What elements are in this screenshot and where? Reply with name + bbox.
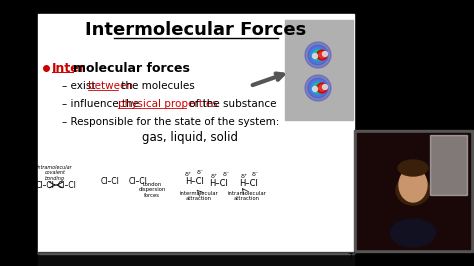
Text: molecular forces: molecular forces xyxy=(73,61,190,74)
Text: δ⁻: δ⁻ xyxy=(223,172,230,177)
Ellipse shape xyxy=(391,219,436,247)
Circle shape xyxy=(313,83,323,93)
Text: Intermolecular Forces: Intermolecular Forces xyxy=(85,21,307,39)
Circle shape xyxy=(315,50,325,60)
Circle shape xyxy=(312,53,318,59)
Text: – Responsible for the state of the system:: – Responsible for the state of the syste… xyxy=(62,117,279,127)
Text: δ⁺: δ⁺ xyxy=(241,174,248,180)
Text: intermolecular
attraction: intermolecular attraction xyxy=(180,191,219,201)
Text: δ⁻: δ⁻ xyxy=(252,172,259,177)
Text: physical properties: physical properties xyxy=(118,99,218,109)
Circle shape xyxy=(322,52,328,56)
Bar xyxy=(38,252,354,266)
Circle shape xyxy=(305,42,331,68)
Text: 7: 7 xyxy=(347,253,353,263)
Text: Inter: Inter xyxy=(52,61,86,74)
Circle shape xyxy=(315,83,325,93)
Text: Cl–Cl: Cl–Cl xyxy=(36,181,55,189)
Circle shape xyxy=(308,45,328,65)
Text: – influence the: – influence the xyxy=(62,99,142,109)
Ellipse shape xyxy=(399,168,427,202)
Text: Cl–Cl: Cl–Cl xyxy=(100,177,119,186)
Ellipse shape xyxy=(398,160,428,176)
Circle shape xyxy=(312,86,318,92)
Circle shape xyxy=(319,85,325,91)
Text: – exist: – exist xyxy=(62,81,99,91)
Text: between: between xyxy=(88,81,133,91)
Circle shape xyxy=(311,48,325,62)
Text: intramolecular
covalent
bonding: intramolecular covalent bonding xyxy=(37,165,73,181)
Text: intramolecular
attraction: intramolecular attraction xyxy=(228,191,266,201)
Text: δ⁺: δ⁺ xyxy=(185,172,192,177)
Bar xyxy=(430,135,467,195)
Text: London
dispersion
forces: London dispersion forces xyxy=(138,182,165,198)
Text: gas, liquid, solid: gas, liquid, solid xyxy=(142,131,237,144)
Circle shape xyxy=(311,81,325,95)
Ellipse shape xyxy=(396,175,430,205)
Circle shape xyxy=(317,50,327,60)
Circle shape xyxy=(319,52,325,58)
Bar xyxy=(38,14,354,254)
Circle shape xyxy=(322,85,328,89)
Text: Cl–Cl: Cl–Cl xyxy=(57,181,76,189)
Text: δ⁺: δ⁺ xyxy=(211,174,218,180)
Circle shape xyxy=(305,75,331,101)
Circle shape xyxy=(317,83,327,93)
Bar xyxy=(38,252,354,266)
Text: Cl–Cl: Cl–Cl xyxy=(128,177,147,186)
Text: of the substance: of the substance xyxy=(186,99,276,109)
Bar xyxy=(357,133,470,249)
Circle shape xyxy=(308,78,328,98)
Circle shape xyxy=(313,50,323,60)
Bar xyxy=(354,130,473,252)
Text: H–Cl: H–Cl xyxy=(209,180,228,189)
Text: the molecules: the molecules xyxy=(118,81,195,91)
Bar xyxy=(285,20,353,120)
Text: δ⁻: δ⁻ xyxy=(197,171,204,176)
Bar xyxy=(354,0,474,266)
Text: H–Cl: H–Cl xyxy=(185,177,204,186)
Text: H–Cl: H–Cl xyxy=(239,180,258,189)
Bar xyxy=(0,0,38,266)
